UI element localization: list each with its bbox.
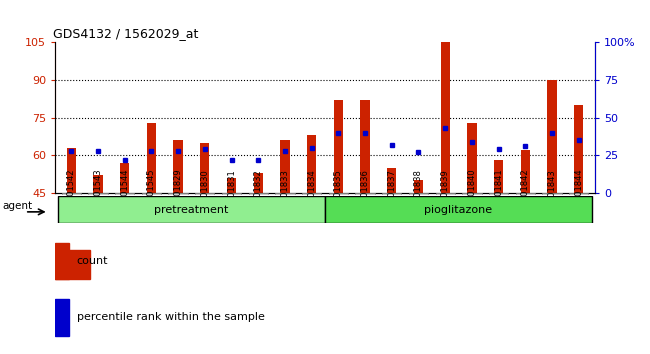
Text: GSM201840: GSM201840 [467,169,476,219]
Text: GDS4132 / 1562029_at: GDS4132 / 1562029_at [53,27,198,40]
FancyBboxPatch shape [276,193,294,195]
FancyBboxPatch shape [462,193,482,195]
Text: GSM201544: GSM201544 [120,169,129,219]
Bar [55,299,69,336]
Text: GSM201833: GSM201833 [280,169,289,219]
Text: GSM201841: GSM201841 [494,169,503,219]
FancyBboxPatch shape [329,193,348,195]
Text: GSM201542: GSM201542 [67,169,76,219]
Text: GSM201545: GSM201545 [147,169,156,219]
FancyBboxPatch shape [515,193,535,195]
Text: GSM201836: GSM201836 [361,169,370,219]
Bar [521,150,530,193]
FancyBboxPatch shape [88,193,108,195]
FancyBboxPatch shape [436,193,455,195]
FancyBboxPatch shape [222,193,241,195]
Bar [467,123,476,193]
FancyBboxPatch shape [382,193,402,195]
Bar [494,160,503,193]
FancyBboxPatch shape [302,193,321,195]
Bar [387,168,396,193]
Text: percentile rank within the sample: percentile rank within the sample [77,313,265,322]
Bar [94,175,103,193]
Bar [333,100,343,193]
Text: pioglitazone: pioglitazone [424,205,493,215]
FancyBboxPatch shape [168,193,188,195]
FancyBboxPatch shape [115,193,135,195]
FancyBboxPatch shape [142,193,161,195]
Bar [227,178,236,193]
FancyBboxPatch shape [569,193,588,195]
Bar [120,163,129,193]
Text: GSM201837: GSM201837 [387,169,396,219]
FancyBboxPatch shape [195,193,215,195]
Bar [307,135,317,193]
Text: agent: agent [3,201,33,211]
FancyBboxPatch shape [542,193,562,195]
Text: GSM201835: GSM201835 [334,169,343,219]
Text: GSM201842: GSM201842 [521,169,530,219]
Text: GSM201831: GSM201831 [227,169,236,219]
Bar [441,42,450,193]
Bar [547,80,556,193]
Bar [574,105,584,193]
Text: GSM201832: GSM201832 [254,169,263,219]
FancyBboxPatch shape [409,193,428,195]
Bar [254,173,263,193]
FancyBboxPatch shape [248,193,268,195]
Bar [147,123,156,193]
Text: GSM201838: GSM201838 [414,169,423,219]
FancyBboxPatch shape [356,193,374,195]
Bar [280,140,290,193]
Text: GSM201829: GSM201829 [174,169,183,219]
Text: GSM201830: GSM201830 [200,169,209,219]
Text: GSM201844: GSM201844 [574,169,583,219]
Text: count: count [77,256,109,266]
Text: pretreatment: pretreatment [154,205,229,215]
Text: GSM201843: GSM201843 [547,169,556,219]
Text: GSM201839: GSM201839 [441,169,450,219]
Bar [55,243,69,279]
FancyBboxPatch shape [489,193,508,195]
Bar [414,181,423,193]
Bar [58,196,325,223]
FancyBboxPatch shape [62,193,81,195]
Bar [55,250,90,279]
Bar [174,140,183,193]
Bar [66,148,76,193]
Bar [360,100,370,193]
Text: GSM201834: GSM201834 [307,169,316,219]
Bar [325,196,592,223]
Bar [200,143,209,193]
Text: GSM201543: GSM201543 [94,169,103,219]
